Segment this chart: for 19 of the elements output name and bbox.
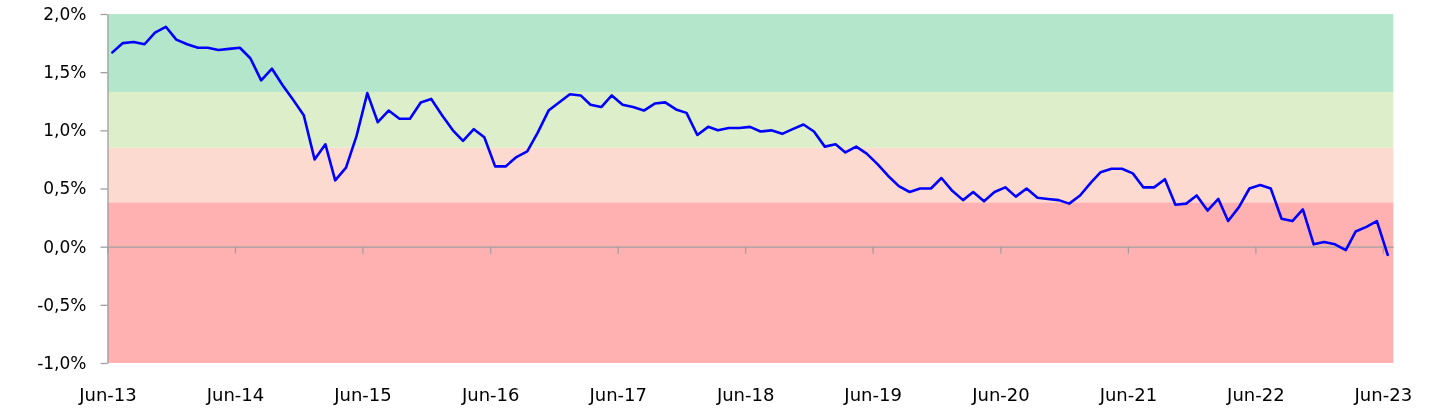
x-tick-label: Jun-18: [715, 383, 775, 405]
x-tick-label: Jun-16: [460, 383, 520, 405]
y-tick-label: 2,0%: [43, 3, 87, 24]
x-tick-label: Jun-23: [1353, 383, 1413, 405]
y-tick-label: 1,5%: [43, 62, 87, 83]
x-tick-label: Jun-19: [843, 383, 902, 405]
x-tick-label: Jun-17: [588, 383, 647, 405]
y-tick-label: 1,0%: [43, 120, 87, 141]
x-tick-label: Jun-14: [205, 383, 265, 405]
x-tick-label: Jun-13: [78, 383, 137, 405]
x-tick-label: Jun-21: [1098, 383, 1158, 405]
y-tick-label: -0,5%: [37, 294, 87, 315]
y-tick-label: 0,0%: [43, 236, 87, 257]
x-tick-label: Jun-15: [333, 383, 392, 405]
x-tick-label: Jun-20: [971, 383, 1030, 405]
y-tick-label: 0,5%: [43, 178, 87, 199]
y-tick-label: -1,0%: [37, 352, 87, 373]
x-tick-label: Jun-22: [1226, 383, 1285, 405]
line-series: [111, 25, 1390, 257]
